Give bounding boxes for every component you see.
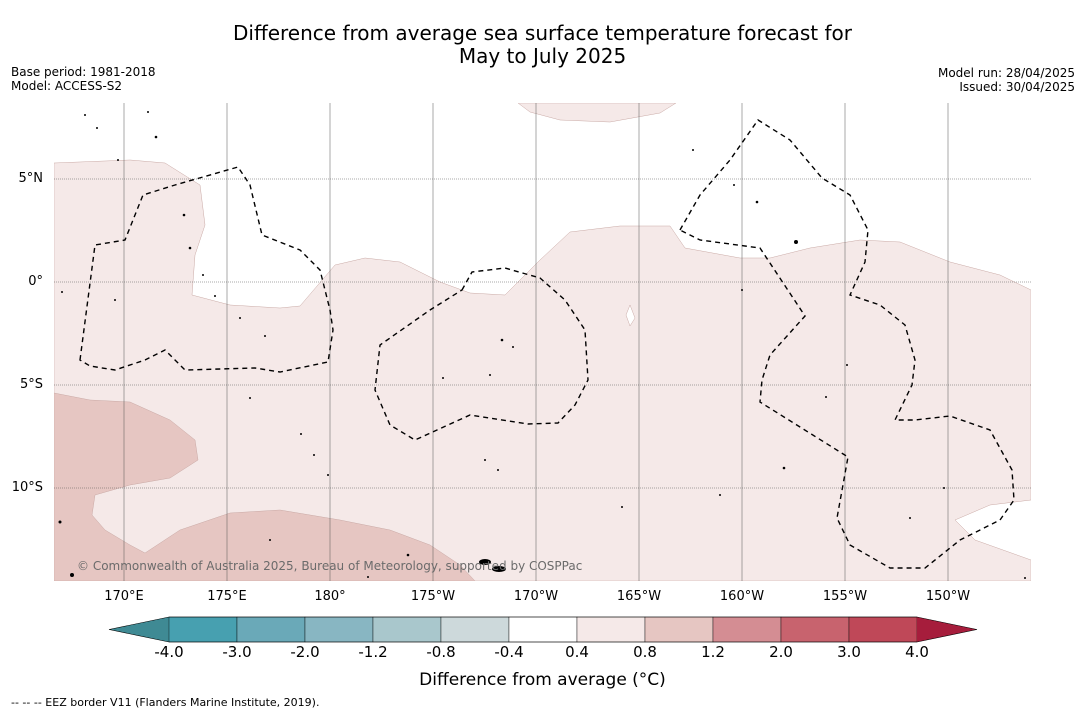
colorbar-tick-label: -0.8 <box>426 643 456 661</box>
map-area <box>54 103 1031 581</box>
lon-label-180: 180° <box>314 589 346 604</box>
colorbar-segment <box>304 616 374 643</box>
eez-legend-note: -- -- -- EEZ border V11 (Flanders Marine… <box>11 696 320 709</box>
colorbar-tick-label: -3.0 <box>222 643 252 661</box>
colorbar-segment <box>440 616 510 643</box>
colorbar-tick-label: 0.4 <box>565 643 589 661</box>
lon-label-150w: 150°W <box>925 589 971 604</box>
copyright-notice: © Commonwealth of Australia 2025, Bureau… <box>77 559 583 573</box>
colorbar <box>108 616 978 643</box>
model-name: Model: ACCESS-S2 <box>11 79 123 93</box>
anomaly-hole <box>625 304 636 327</box>
islands <box>58 111 1026 579</box>
colorbar-tick-label: 4.0 <box>905 643 929 661</box>
colorbar-tick-label: -4.0 <box>154 643 184 661</box>
colorbar-label: Difference from average (°C) <box>419 670 666 690</box>
lon-label-165w: 165°W <box>616 589 662 604</box>
issued-date: Issued: 30/04/2025 <box>959 80 1075 94</box>
colorbar-segment <box>168 616 238 643</box>
lon-label-170e: 170°E <box>104 589 144 604</box>
base-period: Base period: 1981-2018 <box>11 65 156 79</box>
colorbar-segment <box>372 616 442 643</box>
lat-label-0: 0° <box>28 274 43 289</box>
colorbar-tick-label: -0.4 <box>494 643 524 661</box>
eez-border-kiribati-gilbert <box>79 166 334 373</box>
colorbar-tick-label: 2.0 <box>769 643 793 661</box>
eez-border-tuvalu-tokelau <box>374 267 589 441</box>
colorbar-segment <box>236 616 306 643</box>
colorbar-tick-label: 1.2 <box>701 643 725 661</box>
eez-border-line-islands <box>679 119 1015 569</box>
colorbar-segment <box>848 616 918 643</box>
colorbar-tick-label: -2.0 <box>290 643 320 661</box>
colorbar-segment <box>712 616 782 643</box>
lon-label-160w: 160°W <box>719 589 765 604</box>
lon-label-170w: 170°W <box>513 589 559 604</box>
lat-label-10s: 10°S <box>11 480 43 495</box>
colorbar-segment <box>508 616 578 643</box>
colorbar-segment <box>780 616 850 643</box>
colorbar-tick-label: 0.8 <box>633 643 657 661</box>
colorbar-outline <box>108 616 978 643</box>
lon-label-175w: 175°W <box>410 589 456 604</box>
eez-borders <box>79 119 1015 569</box>
colorbar-segment <box>576 616 646 643</box>
colorbar-tick-label: 3.0 <box>837 643 861 661</box>
meta-left: Base period: 1981-2018 Model: ACCESS-S2 <box>11 65 156 93</box>
map-title-line2: May to July 2025 <box>458 44 627 68</box>
colorbar-extend-low <box>109 617 169 642</box>
lon-label-175e: 175°E <box>207 589 247 604</box>
map-title-line1: Difference from average sea surface temp… <box>232 21 852 45</box>
anomaly-region-light <box>54 159 1031 581</box>
anomaly-region-top <box>517 103 677 123</box>
lat-label-5s: 5°S <box>19 377 43 392</box>
colorbar-tick-label: -1.2 <box>358 643 388 661</box>
model-run: Model run: 28/04/2025 <box>937 66 1075 80</box>
lat-label-5n: 5°N <box>18 171 44 186</box>
colorbar-segment <box>644 616 714 643</box>
graticule <box>54 103 1031 581</box>
lon-label-155w: 155°W <box>822 589 868 604</box>
anomaly-region-medium-west <box>54 392 476 581</box>
colorbar-extend-high <box>917 617 977 642</box>
meta-right: Model run: 28/04/2025 Issued: 30/04/2025 <box>938 66 1075 94</box>
